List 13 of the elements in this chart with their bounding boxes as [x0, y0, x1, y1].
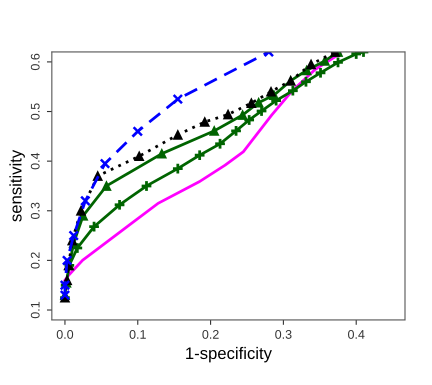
y-axis-title: sensitivity: [9, 150, 25, 222]
y-tick-label: 0.1: [30, 302, 40, 318]
y-tick-label: 0.2: [30, 252, 40, 269]
x-tick-label: 0.2: [202, 330, 219, 339]
x-axis-title: 1-specificity: [186, 346, 272, 362]
y-tick-label: 0.3: [30, 202, 40, 219]
x-tick-label: 0.1: [130, 330, 146, 339]
x-tick-label: 0.3: [275, 330, 292, 339]
y-tick-label: 0.5: [30, 103, 40, 120]
y-tick-label: 0.6: [30, 54, 40, 70]
x-tick-label: 0.0: [56, 330, 74, 339]
x-tick-label: 0.4: [348, 330, 365, 339]
y-tick-label: 0.4: [30, 152, 40, 170]
